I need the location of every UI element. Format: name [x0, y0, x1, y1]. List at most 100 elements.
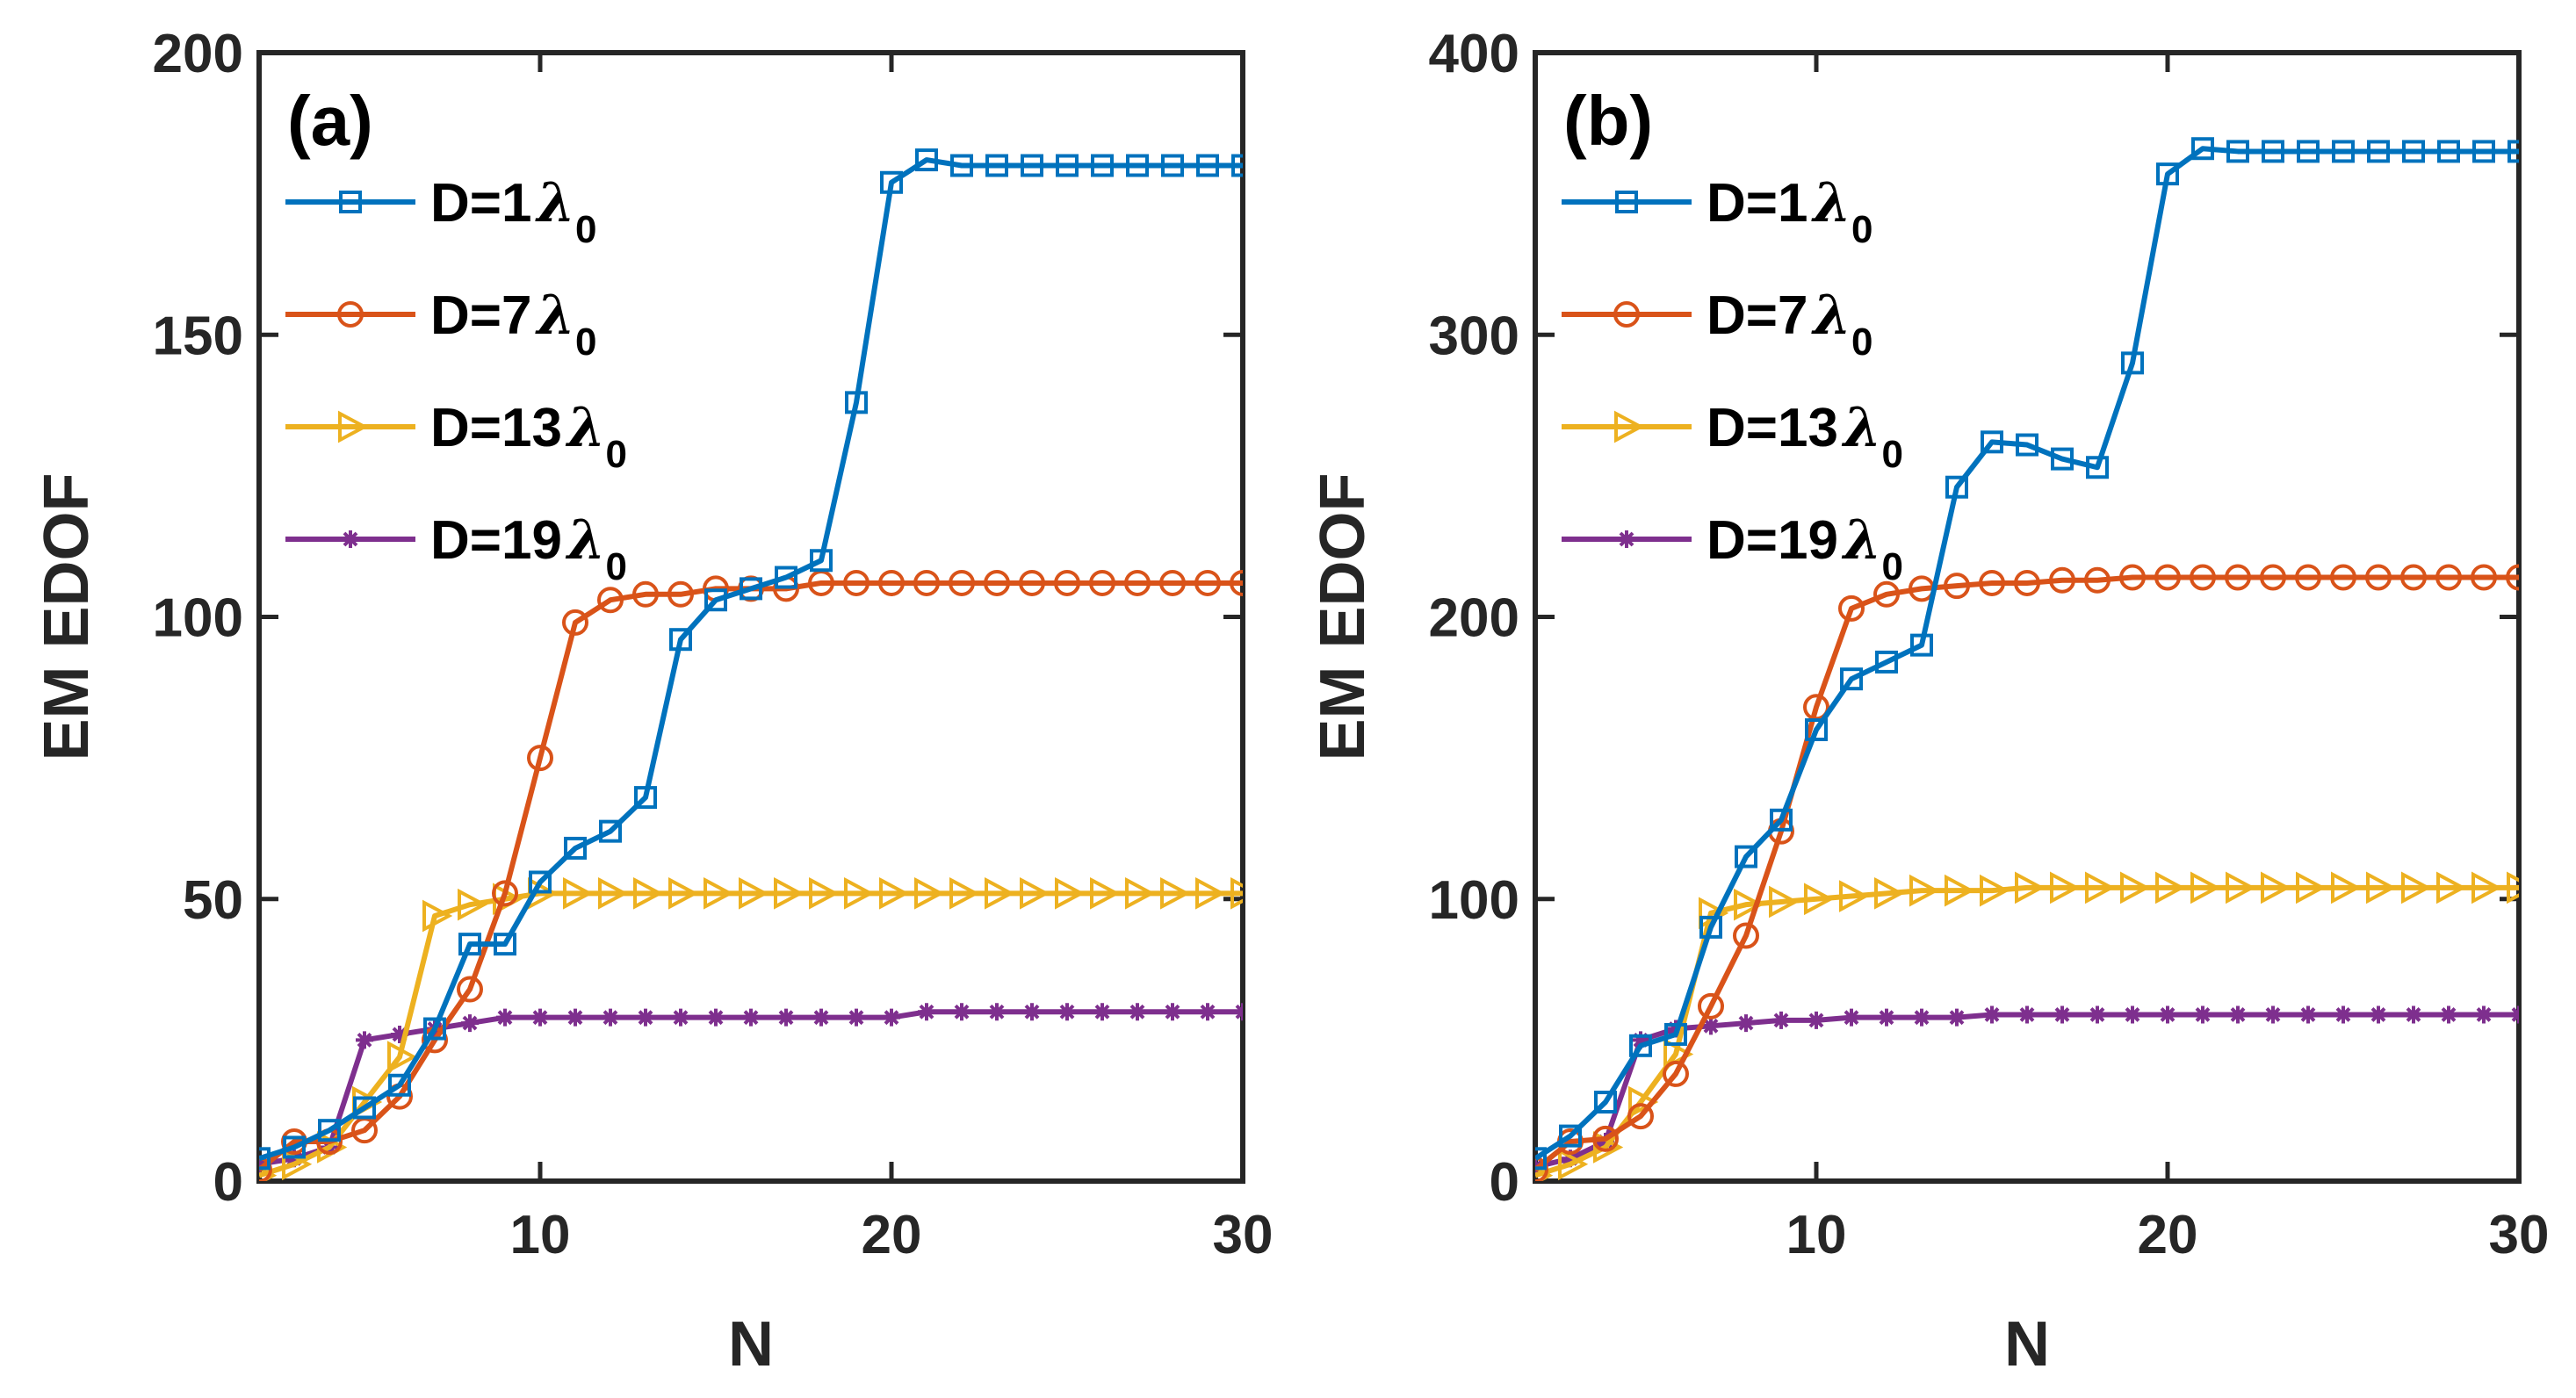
data-point — [563, 876, 594, 910]
series-line — [1535, 884, 2519, 1178]
data-point — [458, 933, 481, 956]
data-point — [1737, 1014, 1755, 1033]
x-tick-label: 10 — [510, 1205, 571, 1265]
data-point — [564, 836, 587, 860]
x-axis-label: N — [2004, 1309, 2050, 1380]
data-point — [2471, 564, 2497, 591]
data-point — [2154, 564, 2181, 591]
data-point — [1873, 580, 1900, 608]
data-point — [2120, 871, 2151, 904]
legend-marker — [337, 301, 364, 328]
data-point — [1231, 154, 1243, 177]
data-point — [1164, 1003, 1181, 1021]
data-point — [2156, 162, 2179, 186]
data-point — [1698, 992, 1724, 1020]
data-point — [422, 899, 453, 933]
data-point — [632, 580, 659, 608]
series-line — [259, 580, 1243, 1172]
data-point — [740, 577, 762, 601]
data-point — [527, 745, 553, 772]
data-point — [1734, 888, 1764, 921]
data-point — [1808, 1011, 1825, 1029]
data-point — [913, 569, 940, 596]
data-point — [1020, 876, 1050, 910]
data-point — [914, 876, 945, 910]
data-point — [461, 1014, 479, 1033]
data-point — [707, 1008, 725, 1027]
data-point — [387, 1041, 418, 1073]
y-tick-label: 300 — [1429, 306, 1519, 366]
data-point — [2365, 564, 2392, 591]
data-point — [1944, 573, 1970, 600]
data-point — [1983, 1005, 2001, 1024]
data-point — [1632, 1031, 1649, 1049]
data-point — [1196, 154, 1219, 177]
data-point — [915, 148, 938, 172]
series-line — [1535, 146, 2519, 1161]
data-point — [2014, 569, 2040, 596]
x-tick-label: 20 — [862, 1205, 922, 1265]
data-point — [2332, 140, 2355, 163]
data-point — [2437, 140, 2460, 163]
data-point — [2049, 566, 2075, 594]
data-point — [1699, 915, 1722, 939]
data-point — [2297, 140, 2320, 163]
data-point — [1535, 1147, 1547, 1171]
data-point — [918, 1003, 935, 1021]
legend-marker — [338, 410, 369, 443]
data-point — [1023, 1003, 1041, 1021]
data-point — [848, 1008, 865, 1027]
x-tick-label: 20 — [2138, 1205, 2198, 1265]
data-point — [1230, 569, 1243, 596]
data-point — [2331, 871, 2362, 904]
legend-marker — [1615, 191, 1638, 213]
data-point — [1058, 1003, 1076, 1021]
data-point — [667, 580, 694, 608]
data-point — [739, 876, 769, 910]
legend-entry: D=13λ0 — [430, 395, 627, 476]
data-point — [1056, 154, 1079, 177]
data-point — [2015, 871, 2046, 904]
data-point — [356, 1031, 373, 1049]
data-point — [1055, 876, 1086, 910]
data-point — [2507, 140, 2519, 163]
series-1 — [259, 148, 1243, 1171]
data-point — [1772, 1011, 1790, 1029]
data-point — [2051, 447, 2074, 471]
panel-label: (a) — [287, 82, 373, 160]
data-point — [985, 154, 1008, 177]
data-point — [2085, 871, 2116, 904]
data-point — [985, 876, 1015, 910]
data-point — [2194, 1005, 2212, 1024]
data-point — [1559, 1124, 1582, 1148]
data-point — [1093, 1003, 1111, 1021]
data-point — [1840, 667, 1863, 691]
data-point — [633, 876, 664, 910]
data-point — [1663, 1038, 1694, 1070]
data-point — [1592, 1125, 1619, 1152]
data-point — [777, 1008, 795, 1027]
data-point — [637, 1008, 654, 1027]
data-point — [1838, 595, 1865, 622]
legend-marker — [342, 530, 359, 548]
data-point — [2262, 140, 2284, 163]
data-point — [2471, 871, 2502, 904]
series-line — [1535, 1012, 2519, 1170]
data-point — [2089, 1005, 2106, 1024]
legend-marker — [1614, 410, 1645, 443]
y-axis-label: EM EDOF — [1308, 472, 1378, 760]
data-point — [2472, 140, 2495, 163]
data-point — [775, 566, 797, 589]
data-point — [880, 170, 903, 194]
plot-area — [259, 148, 1243, 1181]
legend-entry: D=19λ0 — [1707, 508, 1903, 588]
data-point — [1948, 1008, 1966, 1027]
data-point — [810, 549, 833, 573]
data-point — [883, 1008, 900, 1027]
data-point — [1021, 154, 1043, 177]
data-point — [2475, 1005, 2493, 1024]
data-point — [2507, 871, 2519, 904]
data-point — [1195, 876, 1226, 910]
data-point — [2261, 871, 2291, 904]
